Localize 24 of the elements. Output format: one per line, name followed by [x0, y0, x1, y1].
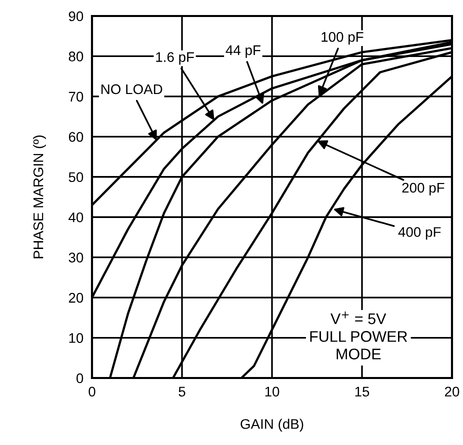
y-tick-label: 60 — [68, 132, 84, 142]
y-tick-label: 90 — [68, 11, 84, 22]
y-tick-label: 20 — [68, 292, 84, 303]
x-axis-title: GAIN (dB) — [240, 418, 304, 432]
y-tick-label: 50 — [68, 172, 84, 182]
y-tick-label: 40 — [68, 212, 84, 222]
annotation: 1.6 pF — [156, 52, 194, 65]
x-tick-label: 20 — [444, 386, 460, 397]
y-axis-title: PHASE MARGIN (º) — [33, 136, 46, 258]
x-tick-label: 15 — [355, 386, 370, 397]
x-tick-label: 5 — [178, 386, 186, 397]
annotation: V$^{+}$ = 5V FULL POWER MODE — [310, 311, 408, 360]
y-tick-label: 80 — [68, 52, 84, 62]
y-tick-label: 70 — [68, 92, 84, 102]
y-tick-label: 30 — [68, 252, 84, 263]
x-tick-label: 10 — [265, 386, 280, 397]
annotation: 44 pF — [226, 45, 260, 58]
annotation: NO LOAD — [101, 84, 162, 94]
annotation: 100 pF — [322, 32, 364, 45]
x-tick-label: 0 — [88, 386, 96, 397]
y-tick-label: 0 — [76, 373, 84, 384]
y-tick-label: 10 — [69, 333, 84, 343]
annotation: 200 pF — [402, 182, 444, 196]
annotation: 400 pF — [398, 227, 441, 240]
